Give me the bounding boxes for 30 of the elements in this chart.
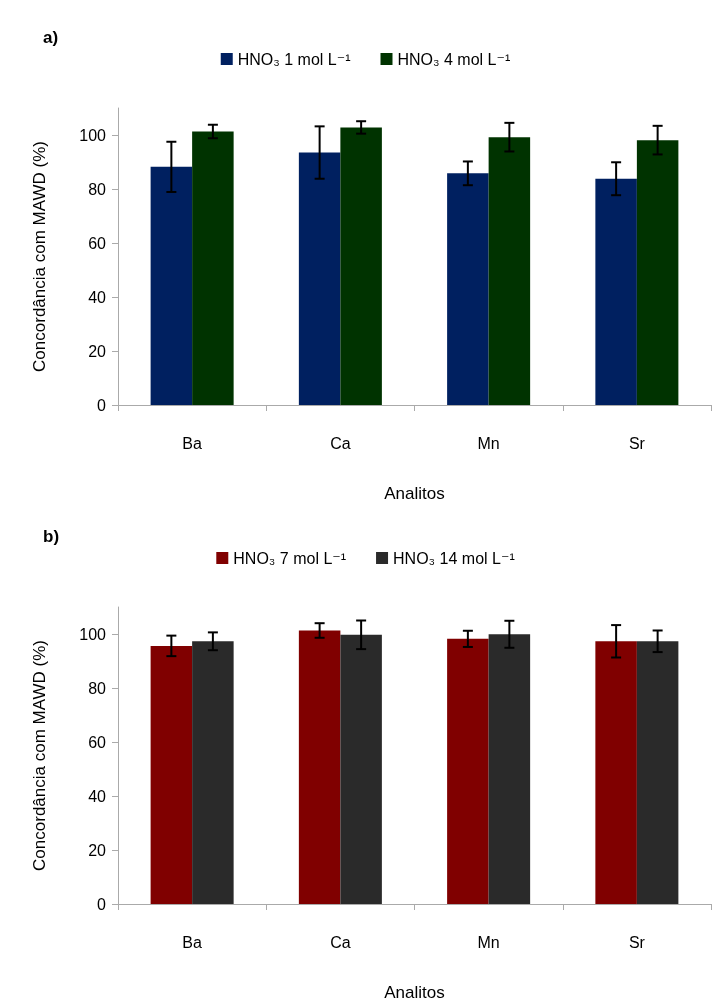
- y-tick-label: 60: [88, 733, 107, 751]
- y-tick-label: 100: [79, 625, 107, 643]
- y-tick-label: 80: [88, 180, 107, 198]
- x-axis-title: Analitos: [384, 983, 445, 1002]
- y-tick-label: 20: [88, 342, 107, 360]
- x-tick-label: Sr: [628, 933, 646, 951]
- x-tick-label: Ba: [182, 434, 203, 452]
- y-tick-label: 0: [97, 895, 107, 913]
- y-tick-label: 60: [88, 234, 107, 252]
- y-tick-label: 0: [97, 396, 107, 414]
- x-tick-label: Mn: [477, 933, 500, 951]
- legend-label: HNO₃ 1 mol L⁻¹: [237, 50, 351, 68]
- y-tick-label: 100: [79, 126, 107, 144]
- x-tick-label: Ca: [330, 434, 351, 452]
- y-tick-label: 20: [88, 841, 107, 859]
- x-tick-label: Sr: [628, 434, 646, 452]
- x-axis-title: Analitos: [384, 484, 445, 503]
- legend-label: HNO₃ 4 mol L⁻¹: [397, 50, 511, 68]
- y-axis-title: Concordância com MAWD (%): [30, 640, 49, 871]
- chart-title: a): [43, 28, 59, 47]
- x-tick-label: Ca: [330, 933, 351, 951]
- x-tick-label: Ba: [182, 933, 203, 951]
- y-tick-label: 40: [88, 787, 107, 805]
- y-axis-title: Concordância com MAWD (%): [30, 141, 49, 372]
- x-tick-label: Mn: [477, 434, 500, 452]
- y-tick-label: 80: [88, 679, 107, 697]
- legend-label: HNO₃ 7 mol L⁻¹: [233, 549, 347, 567]
- legend-label: HNO₃ 14 mol L⁻¹: [393, 549, 515, 567]
- chart-title: b): [43, 527, 60, 546]
- y-tick-label: 40: [88, 288, 107, 306]
